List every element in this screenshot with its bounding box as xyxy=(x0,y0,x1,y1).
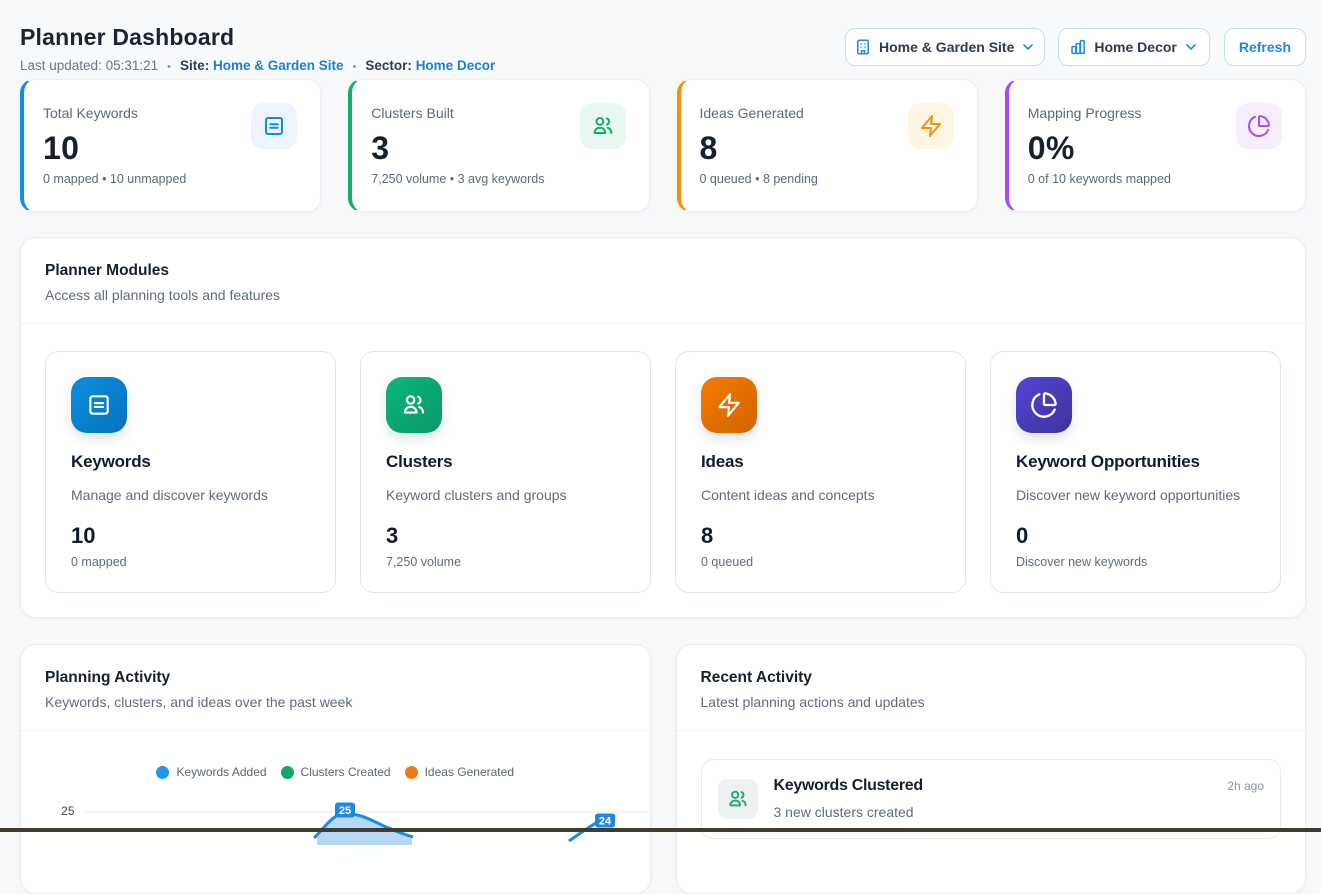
svg-text:25: 25 xyxy=(339,805,351,817)
svg-text:24: 24 xyxy=(599,816,612,828)
svg-text:25: 25 xyxy=(61,804,75,818)
